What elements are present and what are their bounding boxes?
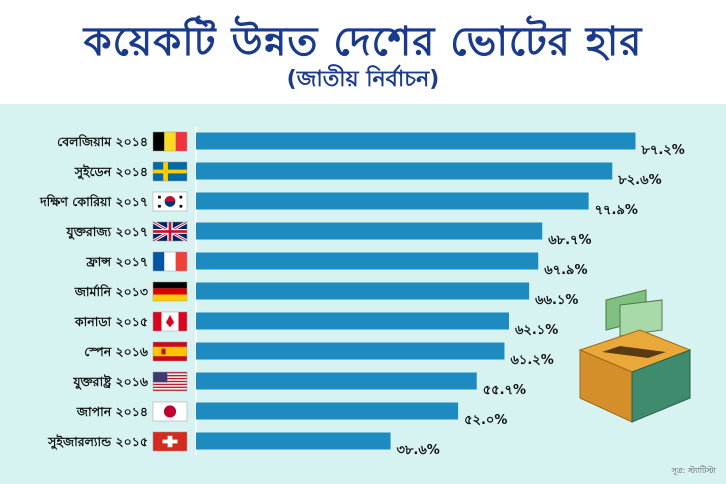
value-label: ৬৬.১% [535, 293, 578, 308]
bar-row: স্পেন ২০১৬ ৬১.২% [84, 341, 554, 368]
category-label: যুক্তরাষ্ট্র ২০১৬ [72, 373, 149, 391]
bar [196, 252, 539, 270]
bar [196, 282, 530, 300]
south-korea-flag [152, 191, 188, 212]
header: কয়েকটি উন্নত দেশের ভোটের হার (জাতীয় নি… [0, 0, 726, 104]
bar-row: যুক্তরাষ্ট্র ২০১৬ ৫৫.৭% [72, 371, 526, 398]
bar-row: দক্ষিণ কোরিয়া ২০১৭ ৭৭.৯% [39, 191, 638, 218]
japan-flag [152, 401, 188, 422]
category-label: ফ্রান্স ২০১৭ [85, 254, 148, 269]
bar [196, 222, 543, 240]
france-flag [152, 251, 188, 272]
category-label: সুইজারল্যান্ড ২০১৫ [47, 433, 148, 451]
bar [196, 402, 459, 420]
bar-row: কানাডা ২০১৫ ৬২.১% [74, 311, 558, 338]
bar-row: জার্মানি ২০১৩ ৬৬.১% [74, 281, 578, 308]
value-label: ৮৭.২% [640, 143, 684, 158]
value-label: ৬১.২% [510, 353, 553, 368]
bar-row: জাপান ২০১৪ ৫২.০% [76, 401, 507, 428]
chart-subtitle: (জাতীয় নির্বাচন) [286, 67, 440, 92]
bar [196, 132, 636, 150]
value-label: ৭৭.৯% [595, 203, 638, 218]
category-label: কানাডা ২০১৫ [74, 314, 148, 329]
bar [196, 342, 505, 360]
bar [196, 192, 589, 210]
germany-flag [152, 281, 188, 302]
bar [196, 432, 391, 450]
value-label: ৮২.৬% [617, 173, 661, 188]
category-label: সুইডেন ২০১৪ [74, 163, 148, 181]
category-label: স্পেন ২০১৬ [84, 344, 149, 359]
bar-row: যুক্তরাজ্য ২০১৭ ৬৮.৭% [66, 220, 592, 248]
canada-flag [152, 311, 188, 332]
bar [196, 162, 613, 180]
category-label: জাপান ২০১৪ [76, 404, 148, 419]
value-label: ৬৭.৯% [544, 263, 587, 278]
value-label: ৩৮.৬% [397, 443, 440, 458]
chart-title: কয়েকটি উন্নত দেশের ভোটের হার [83, 19, 643, 65]
value-label: ৬৮.৭% [548, 233, 591, 248]
value-label: ৫৫.৭% [483, 383, 526, 398]
value-label: ৬২.১% [515, 323, 558, 338]
belgium-flag [152, 131, 188, 152]
category-label: দক্ষিণ কোরিয়া ২০১৭ [39, 193, 148, 209]
switzerland-flag [152, 431, 188, 452]
bar-row: বেলজিয়াম ২০১৪ ৮৭.২% [57, 131, 685, 158]
sweden-flag [152, 161, 188, 182]
bar [196, 312, 509, 330]
source-note: সূত্র: স্ট্যাটিস্টা [671, 466, 716, 475]
category-label: যুক্তরাজ্য ২০১৭ [66, 224, 149, 241]
value-label: ৫২.০% [464, 413, 507, 428]
bar-row: সুইডেন ২০১৪ ৮২.৬% [74, 161, 662, 188]
spain-flag [152, 341, 188, 362]
category-label: বেলজিয়াম ২০১৪ [57, 133, 148, 149]
bar [196, 372, 477, 390]
ballot-box-icon [578, 289, 692, 423]
uk-flag [152, 220, 188, 243]
usa-flag [152, 371, 188, 392]
bar-row: সুইজারল্যান্ড ২০১৫ ৩৮.৬% [47, 431, 440, 458]
category-label: জার্মানি ২০১৩ [74, 283, 149, 299]
bar-row: ফ্রান্স ২০১৭ ৬৭.৯% [85, 251, 588, 278]
